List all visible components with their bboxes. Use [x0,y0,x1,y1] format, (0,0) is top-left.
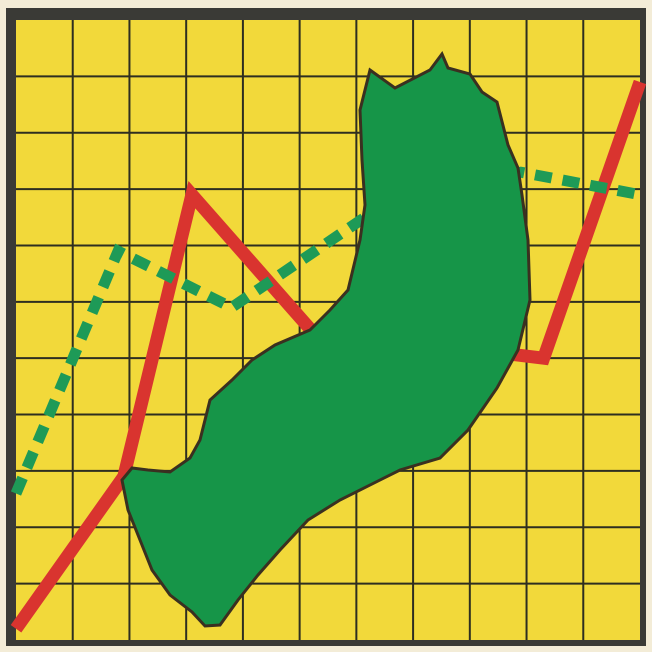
series-dashed-line [10,166,642,496]
region-icon [120,51,532,628]
series-solid-line [10,79,647,633]
